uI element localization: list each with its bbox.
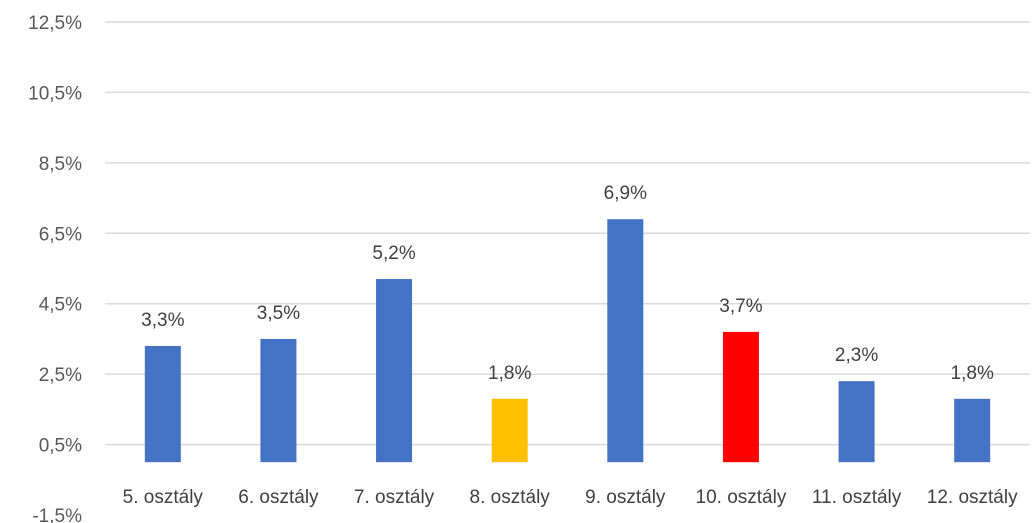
category-label: 6. osztály (238, 487, 319, 508)
category-label: 10. osztály (696, 487, 787, 508)
y-tick-label: 0,5% (39, 436, 82, 457)
y-axis-tick-labels: -1,5% 0,5% 2,5% 4,5% 6,5% 8,5% 10,5% 12,5% (28, 13, 82, 523)
data-label: 3,7% (719, 296, 762, 317)
bar (607, 219, 644, 463)
bar (838, 381, 875, 463)
data-label: 1,8% (951, 363, 994, 384)
category-label: 9. osztály (585, 487, 666, 508)
bar (491, 398, 528, 463)
category-label: 12. osztály (927, 487, 1018, 508)
data-label: 3,3% (141, 310, 184, 331)
x-axis-category-labels: 5. osztály 6. osztály 7. osztály 8. osztály… (123, 487, 1018, 508)
data-labels: 3,3% 3,5% 5,2% 1,8% 6,9% 3,7% 2,3% 1,8% (141, 183, 994, 384)
y-tick-label: 2,5% (39, 365, 82, 386)
gridlines (105, 21, 1030, 446)
category-label: 8. osztály (470, 487, 551, 508)
bars (144, 219, 991, 463)
bar (260, 338, 297, 463)
y-tick-label: -1,5% (32, 506, 82, 523)
category-label: 11. osztály (812, 487, 902, 508)
bar (722, 331, 759, 463)
category-label: 5. osztály (123, 487, 204, 508)
bar (376, 279, 413, 463)
y-tick-label: 6,5% (39, 224, 82, 245)
category-label: 7. osztály (354, 487, 435, 508)
data-label: 2,3% (835, 345, 878, 366)
data-label: 1,8% (488, 363, 531, 384)
y-tick-label: 10,5% (28, 83, 82, 104)
data-label: 6,9% (604, 183, 647, 204)
y-tick-label: 4,5% (39, 295, 82, 316)
data-label: 5,2% (372, 243, 415, 264)
y-tick-label: 8,5% (39, 154, 82, 175)
bar (954, 398, 991, 463)
data-label: 3,5% (257, 303, 300, 324)
y-tick-label: 12,5% (28, 13, 82, 34)
bar (144, 345, 181, 463)
